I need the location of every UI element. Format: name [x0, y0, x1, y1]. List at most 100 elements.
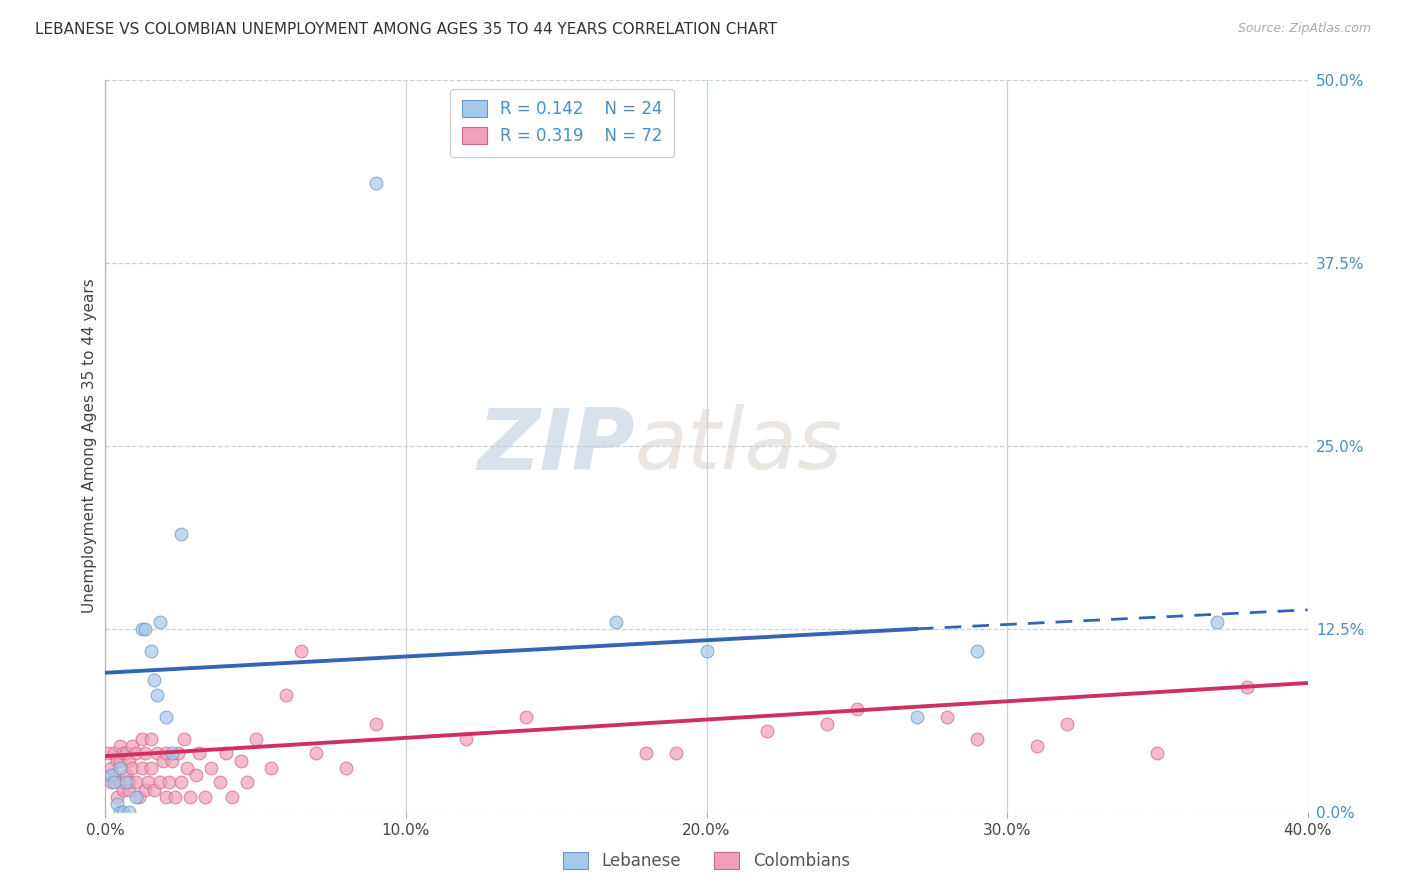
- Point: [905, 709, 928, 723]
- Text: ZIP: ZIP: [477, 404, 634, 488]
- Point: [176, 761, 198, 775]
- Point: [136, 775, 159, 789]
- Point: [636, 746, 658, 760]
- Point: [134, 622, 156, 636]
- Point: [160, 754, 183, 768]
- Point: [815, 717, 838, 731]
- Point: [187, 746, 209, 760]
- Point: [118, 775, 141, 789]
- Point: [142, 782, 165, 797]
- Point: [134, 782, 156, 797]
- Point: [155, 709, 177, 723]
- Point: [1146, 746, 1168, 760]
- Point: [229, 754, 252, 768]
- Point: [110, 775, 132, 789]
- Point: [290, 644, 312, 658]
- Point: [221, 790, 243, 805]
- Point: [118, 754, 141, 768]
- Point: [131, 622, 153, 636]
- Point: [364, 717, 387, 731]
- Point: [128, 790, 150, 805]
- Point: [131, 731, 153, 746]
- Legend: Lebanese, Colombians: Lebanese, Colombians: [557, 845, 856, 877]
- Point: [260, 761, 283, 775]
- Point: [121, 739, 143, 753]
- Point: [148, 775, 170, 789]
- Point: [107, 797, 129, 812]
- Point: [235, 775, 257, 789]
- Point: [131, 761, 153, 775]
- Point: [155, 746, 177, 760]
- Point: [112, 805, 135, 819]
- Point: [166, 746, 188, 760]
- Point: [152, 754, 174, 768]
- Point: [100, 768, 122, 782]
- Point: [139, 761, 162, 775]
- Point: [145, 746, 167, 760]
- Point: [755, 724, 778, 739]
- Point: [134, 746, 156, 760]
- Point: [184, 768, 207, 782]
- Point: [124, 775, 146, 789]
- Point: [696, 644, 718, 658]
- Point: [179, 790, 201, 805]
- Point: [245, 731, 267, 746]
- Text: Source: ZipAtlas.com: Source: ZipAtlas.com: [1237, 22, 1371, 36]
- Point: [145, 688, 167, 702]
- Point: [148, 615, 170, 629]
- Point: [1056, 717, 1078, 731]
- Point: [1236, 681, 1258, 695]
- Point: [936, 709, 959, 723]
- Point: [112, 746, 135, 760]
- Text: LEBANESE VS COLOMBIAN UNEMPLOYMENT AMONG AGES 35 TO 44 YEARS CORRELATION CHART: LEBANESE VS COLOMBIAN UNEMPLOYMENT AMONG…: [35, 22, 778, 37]
- Point: [274, 688, 297, 702]
- Point: [157, 775, 180, 789]
- Point: [107, 754, 129, 768]
- Point: [110, 739, 132, 753]
- Point: [121, 761, 143, 775]
- Point: [454, 731, 477, 746]
- Point: [163, 790, 186, 805]
- Point: [208, 775, 231, 789]
- Point: [118, 782, 141, 797]
- Point: [139, 644, 162, 658]
- Point: [115, 775, 138, 789]
- Point: [97, 746, 120, 760]
- Point: [194, 790, 217, 805]
- Point: [966, 644, 988, 658]
- Point: [966, 731, 988, 746]
- Text: atlas: atlas: [634, 404, 842, 488]
- Point: [364, 176, 387, 190]
- Point: [142, 673, 165, 687]
- Point: [515, 709, 537, 723]
- Point: [605, 615, 627, 629]
- Y-axis label: Unemployment Among Ages 35 to 44 years: Unemployment Among Ages 35 to 44 years: [82, 278, 97, 614]
- Point: [139, 731, 162, 746]
- Point: [100, 775, 122, 789]
- Point: [155, 790, 177, 805]
- Point: [107, 790, 129, 805]
- Point: [160, 746, 183, 760]
- Point: [103, 775, 125, 789]
- Point: [1206, 615, 1229, 629]
- Point: [169, 775, 191, 789]
- Point: [124, 746, 146, 760]
- Point: [110, 761, 132, 775]
- Point: [200, 761, 222, 775]
- Point: [103, 768, 125, 782]
- Point: [173, 731, 195, 746]
- Point: [305, 746, 328, 760]
- Point: [124, 790, 146, 805]
- Point: [214, 746, 236, 760]
- Point: [169, 526, 191, 541]
- Point: [335, 761, 357, 775]
- Point: [110, 805, 132, 819]
- Point: [103, 746, 125, 760]
- Point: [665, 746, 688, 760]
- Point: [1026, 739, 1049, 753]
- Point: [845, 702, 868, 716]
- Point: [110, 754, 132, 768]
- Point: [100, 761, 122, 775]
- Point: [115, 768, 138, 782]
- Point: [112, 782, 135, 797]
